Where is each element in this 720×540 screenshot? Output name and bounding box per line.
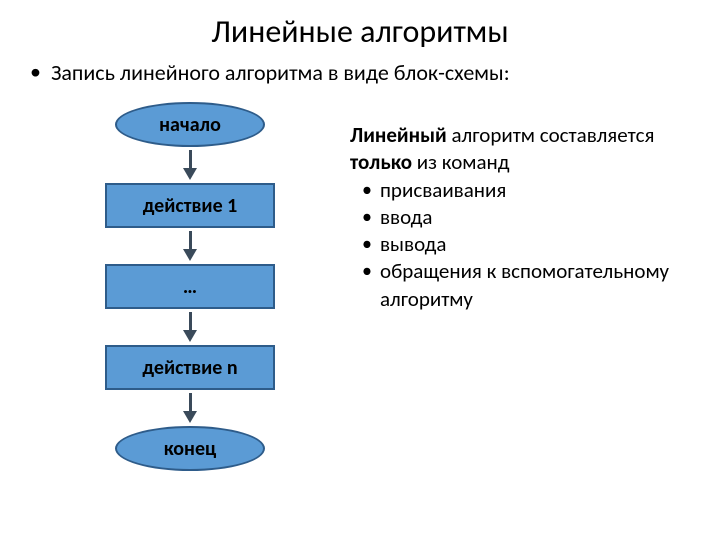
flowchart: начало действие 1 … действие n конец — [60, 102, 320, 471]
arrow-icon — [183, 393, 197, 423]
description-intro: Линейный алгоритм составляется только из… — [350, 122, 690, 177]
page-title: Линейные алгоритмы — [0, 0, 720, 59]
list-item: обращения к вспомогательному алгоритму — [380, 258, 690, 313]
flowchart-node-ellipsis: … — [105, 264, 275, 309]
arrow-icon — [183, 231, 197, 261]
content-area: начало действие 1 … действие n конец Лин… — [0, 102, 720, 471]
list-item: ввода — [380, 204, 690, 231]
description-list: присваивания ввода вывода обращения к вс… — [350, 177, 690, 313]
subtitle-row: • Запись линейного алгоритма в виде блок… — [0, 59, 720, 86]
bullet-icon: • — [30, 59, 41, 85]
arrow-icon — [183, 312, 197, 342]
flowchart-node-action1: действие 1 — [105, 183, 275, 228]
flowchart-node-actionn: действие n — [105, 345, 275, 390]
subtitle-text: Запись линейного алгоритма в виде блок-с… — [51, 59, 510, 86]
arrow-icon — [183, 150, 197, 180]
list-item: присваивания — [380, 177, 690, 204]
flowchart-node-start: начало — [115, 102, 265, 147]
flowchart-node-end: конец — [115, 426, 265, 471]
description: Линейный алгоритм составляется только из… — [320, 102, 690, 471]
list-item: вывода — [380, 231, 690, 258]
